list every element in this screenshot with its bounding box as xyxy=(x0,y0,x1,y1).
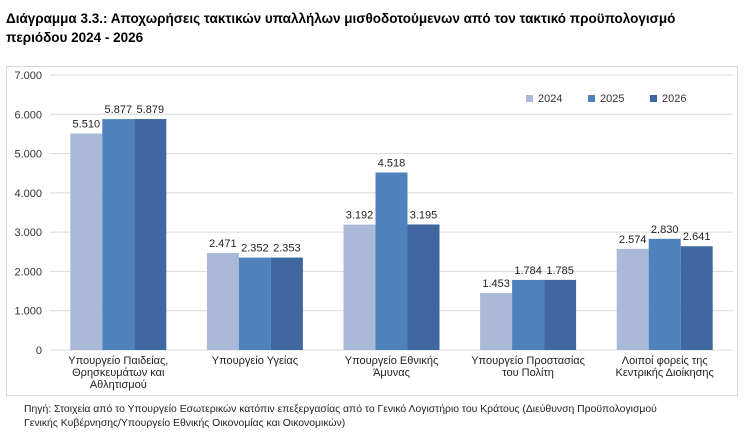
data-label: 5.879 xyxy=(137,104,165,116)
bar-2026 xyxy=(270,257,303,350)
x-category-label: Υπουργείο Υγείας xyxy=(212,355,298,367)
x-category-label-line: Υπουργείο Παιδείας, xyxy=(68,355,168,367)
bar-2026 xyxy=(680,246,713,350)
bar-2026 xyxy=(544,279,577,350)
y-tick-label: 5.000 xyxy=(14,149,42,161)
x-category-label-line: Υπουργείο Υγείας xyxy=(212,355,298,367)
x-category-label-line: Κεντρικής Διοίκησης xyxy=(616,367,714,379)
bar-2025 xyxy=(648,238,681,350)
x-category-label-line: Υπουργείο Εθνικής xyxy=(345,355,439,367)
bar-chart: 0 1.000 2.000 3.000 4.000 5.000 6.000 7.000 5.51… xyxy=(14,70,733,391)
data-label: 2.641 xyxy=(683,231,711,243)
data-label: 2.471 xyxy=(209,238,237,250)
y-tick-label: 0 xyxy=(36,345,42,357)
data-label: 2.830 xyxy=(651,224,679,236)
x-category-label-line: Αθλητισμού xyxy=(90,379,147,391)
data-label: 4.518 xyxy=(378,158,406,170)
x-category-label: Υπουργείο Προστασίας του Πολίτη xyxy=(471,355,585,379)
chart-title: Διάγραμμα 3.3.: Αποχωρήσεις τακτικών υπα… xyxy=(6,9,746,47)
bar-2024 xyxy=(206,252,239,350)
chart-frame: 0 1.000 2.000 3.000 4.000 5.000 6.000 7.000 5.51… xyxy=(6,66,738,396)
data-label: 1.453 xyxy=(482,278,510,290)
source-note: Πηγή: Στοιχεία από το Υπουργείο Εσωτερικ… xyxy=(24,403,739,430)
bar-2025 xyxy=(238,257,271,350)
bar-2025 xyxy=(512,279,545,350)
x-category-label: Λοιποί φορείς της Κεντρικής Διοίκησης xyxy=(616,355,714,379)
bar-2024 xyxy=(70,133,103,350)
bar-2026 xyxy=(407,224,440,350)
chart-title-line-1: Διάγραμμα 3.3.: Αποχωρήσεις τακτικών υπα… xyxy=(6,11,676,26)
legend-swatch-2025 xyxy=(588,95,595,102)
legend-swatch-2024 xyxy=(526,95,533,102)
legend-swatch-2026 xyxy=(650,95,657,102)
data-label: 1.784 xyxy=(514,265,542,277)
legend-label-2024: 2024 xyxy=(538,93,562,105)
x-category-label-line: του Πολίτη xyxy=(502,367,554,379)
y-tick-label: 4.000 xyxy=(14,188,42,200)
x-category-label-line: Θρησκευμάτων και xyxy=(72,367,165,379)
legend-label-2026: 2026 xyxy=(662,93,686,105)
x-category-label: Υπουργείο Παιδείας, Θρησκευμάτων και Αθλητ… xyxy=(68,355,168,391)
x-category-label-line: Άμυνας xyxy=(373,367,410,379)
data-label: 1.785 xyxy=(546,265,574,277)
bar-2024 xyxy=(343,224,376,350)
y-tick-label: 6.000 xyxy=(14,109,42,121)
data-label: 5.510 xyxy=(73,119,101,131)
data-label: 2.352 xyxy=(241,243,269,255)
source-note-line-2: Γενικής Κυβέρνησης/Υπουργείο Εθνικής Οικ… xyxy=(24,417,346,429)
data-label: 3.195 xyxy=(410,209,438,221)
bar-2026 xyxy=(134,119,167,350)
x-category-label-line: Λοιποί φορείς της xyxy=(622,355,708,367)
bar-2024 xyxy=(480,292,513,350)
source-note-line-1: Πηγή: Στοιχεία από το Υπουργείο Εσωτερικ… xyxy=(24,404,657,415)
y-tick-label: 1.000 xyxy=(14,306,42,318)
bar-2025 xyxy=(375,172,408,350)
x-category-label-line: Υπουργείο Προστασίας xyxy=(471,355,585,367)
legend-label-2025: 2025 xyxy=(600,93,624,105)
chart-title-line-2: περιόδου 2024 - 2026 xyxy=(6,30,144,45)
y-tick-label: 3.000 xyxy=(14,227,42,239)
data-label: 2.574 xyxy=(619,234,647,246)
bar-2024 xyxy=(616,248,649,350)
data-label: 3.192 xyxy=(346,210,374,222)
y-tick-label: 2.000 xyxy=(14,266,42,278)
data-label: 2.353 xyxy=(273,243,301,255)
bar-2025 xyxy=(102,119,135,350)
data-label: 5.877 xyxy=(105,104,133,116)
y-tick-label: 7.000 xyxy=(14,70,42,82)
x-category-label: Υπουργείο Εθνικής Άμυνας xyxy=(345,355,439,379)
